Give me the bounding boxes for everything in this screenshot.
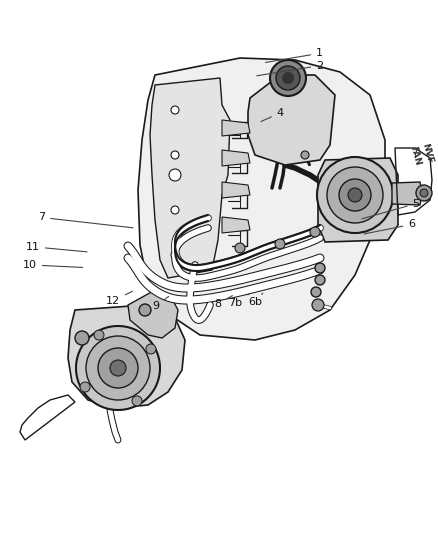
Circle shape (282, 72, 294, 84)
Polygon shape (222, 120, 250, 136)
Circle shape (317, 157, 393, 233)
Text: 12: 12 (106, 291, 132, 306)
Circle shape (171, 206, 179, 214)
Circle shape (94, 330, 104, 340)
Circle shape (86, 336, 150, 400)
Circle shape (171, 251, 179, 259)
Polygon shape (68, 305, 185, 408)
Circle shape (416, 185, 432, 201)
Text: 7: 7 (38, 213, 133, 228)
Circle shape (171, 106, 179, 114)
Text: 10: 10 (23, 260, 83, 270)
Circle shape (310, 227, 320, 237)
Text: NVF: NVF (420, 143, 434, 165)
Polygon shape (128, 290, 178, 338)
Circle shape (275, 239, 285, 249)
Polygon shape (248, 75, 335, 165)
Circle shape (235, 243, 245, 253)
Polygon shape (150, 78, 230, 278)
Circle shape (327, 167, 383, 223)
Circle shape (110, 360, 126, 376)
Circle shape (169, 169, 181, 181)
Text: 6b: 6b (248, 293, 263, 307)
Text: 8: 8 (215, 296, 232, 309)
Circle shape (171, 151, 179, 159)
Polygon shape (222, 217, 250, 233)
Polygon shape (392, 182, 422, 205)
Polygon shape (222, 150, 250, 166)
Circle shape (312, 299, 324, 311)
Circle shape (315, 263, 325, 273)
Text: 7b: 7b (229, 294, 249, 308)
Text: 5: 5 (362, 199, 420, 219)
Circle shape (348, 188, 362, 202)
Circle shape (139, 304, 151, 316)
Circle shape (146, 344, 156, 354)
Polygon shape (222, 182, 250, 198)
Text: 4: 4 (261, 108, 284, 122)
Circle shape (76, 326, 160, 410)
Text: FAN: FAN (408, 146, 422, 167)
Polygon shape (138, 58, 385, 340)
Text: 11: 11 (26, 242, 87, 252)
Polygon shape (318, 158, 398, 242)
Circle shape (270, 60, 306, 96)
Circle shape (311, 287, 321, 297)
Circle shape (315, 275, 325, 285)
Circle shape (301, 151, 309, 159)
Text: 1: 1 (265, 49, 323, 62)
Circle shape (75, 331, 89, 345)
Text: 6: 6 (364, 220, 415, 234)
Circle shape (339, 179, 371, 211)
Text: 2: 2 (257, 61, 323, 76)
Text: 9: 9 (152, 296, 169, 311)
Circle shape (420, 189, 428, 197)
Circle shape (98, 348, 138, 388)
Circle shape (132, 396, 142, 406)
Circle shape (80, 382, 90, 392)
Circle shape (276, 66, 300, 90)
